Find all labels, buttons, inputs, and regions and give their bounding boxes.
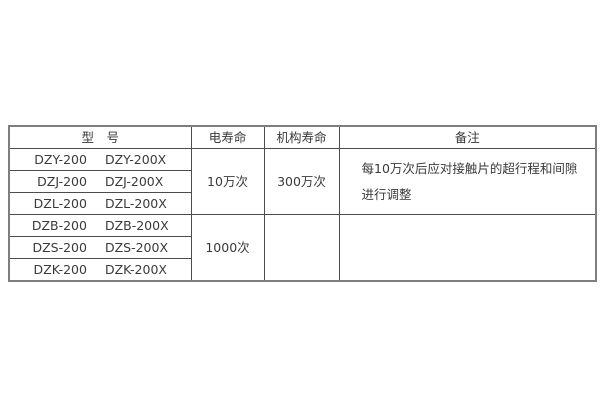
col-header-remarks: 备注: [338, 125, 597, 149]
model-cell: DZJ-200 DZJ-200X: [8, 170, 192, 193]
model-name: DZJ-200: [37, 173, 87, 189]
mechanical-life-cell-group2: [263, 214, 340, 282]
relay-life-spec-table: 型 号 电寿命 机构寿命 备注 DZY-200 DZY-200X 10万次 30…: [8, 125, 597, 282]
model-name-x: DZY-200X: [104, 151, 167, 167]
model-cell: DZB-200 DZB-200X: [8, 214, 192, 237]
model-name-x: DZB-200X: [104, 217, 169, 233]
mechanical-life-cell-group1: 300万次: [263, 148, 340, 215]
electrical-life-cell-group1: 10万次: [190, 148, 265, 215]
model-cell: DZY-200 DZY-200X: [8, 148, 192, 171]
table-row: DZL-200 DZL-200X: [8, 192, 596, 215]
col-header-electrical-life: 电寿命: [190, 125, 265, 149]
header-row: 型 号 电寿命 机构寿命 备注: [8, 125, 597, 149]
table-row: DZB-200 DZB-200X 1000次: [8, 214, 597, 282]
model-name-x: DZL-200X: [104, 195, 167, 211]
model-name-x: DZS-200X: [104, 239, 169, 255]
model-name: DZL-200: [33, 195, 87, 211]
table-row: DZK-200 DZK-200X: [8, 258, 596, 282]
model-name-x: DZK-200X: [104, 261, 167, 277]
model-name: DZS-200: [32, 239, 87, 255]
model-cell: DZK-200 DZK-200X: [8, 258, 192, 282]
model-cell: DZS-200 DZS-200X: [8, 236, 192, 259]
electrical-life-cell-group2: 1000次: [190, 214, 265, 282]
remark-line-2: 进行调整: [361, 186, 412, 202]
model-name-x: DZJ-200X: [104, 173, 164, 189]
model-name: DZY-200: [34, 151, 87, 167]
table-row: DZJ-200 DZJ-200X: [8, 170, 596, 193]
remarks-cell-group2: [338, 214, 597, 282]
model-name: DZK-200: [33, 261, 87, 277]
remarks-cell-group1: 每10万次后应对接触片的超行程和间隙 进行调整: [338, 148, 597, 215]
model-name: DZB-200: [31, 217, 87, 233]
col-header-mechanical-life: 机构寿命: [263, 125, 340, 149]
remark-line-1: 每10万次后应对接触片的超行程和间隙: [361, 160, 578, 176]
table-row: DZY-200 DZY-200X 10万次 300万次 每10万次后应对接触片的…: [8, 148, 597, 215]
table-row: DZS-200 DZS-200X: [8, 236, 596, 259]
col-header-model: 型 号: [8, 125, 192, 149]
model-cell: DZL-200 DZL-200X: [8, 192, 192, 215]
